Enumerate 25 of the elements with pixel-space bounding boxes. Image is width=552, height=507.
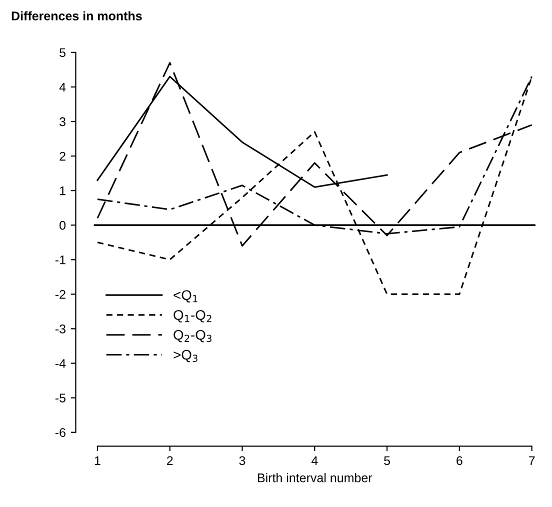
y-tick-label: 0 — [60, 220, 66, 230]
legend-label: Q$_{1}$-Q$_{2}$ — [174, 310, 212, 322]
y-tick-label: -2 — [55, 290, 66, 299]
y-tick-label: -1 — [55, 256, 66, 264]
x-tick-label: 3 — [239, 456, 246, 466]
y-tick-label: -5 — [55, 394, 66, 402]
x-tick-label: 6 — [456, 456, 462, 466]
x-tick-label: 2 — [167, 456, 173, 465]
y-tick-label: 2 — [60, 152, 66, 161]
x-tick-label: 5 — [384, 456, 390, 466]
y-tick-label: -6 — [55, 428, 66, 437]
y-tick-label: 1 — [60, 186, 66, 196]
y-tick-label: 4 — [59, 82, 66, 92]
y-tick-label: 3 — [60, 117, 66, 126]
y-axis-title: Differences in months — [12, 11, 142, 20]
legend-label: <Q$_{1}$ — [174, 290, 198, 303]
x-tick-label: 4 — [311, 456, 318, 465]
legend-label: Q$_{2}$-Q$_{3}$ — [174, 330, 212, 342]
x-axis-title: Birth interval number — [258, 473, 372, 482]
y-tick-label: -3 — [55, 324, 66, 334]
y-tick-label: 5 — [60, 48, 66, 58]
x-tick-label: 1 — [94, 456, 100, 465]
y-tick-label: -4 — [55, 359, 66, 368]
legend-label: >Q$_{3}$ — [174, 350, 198, 362]
x-tick-label: 7 — [528, 456, 535, 465]
